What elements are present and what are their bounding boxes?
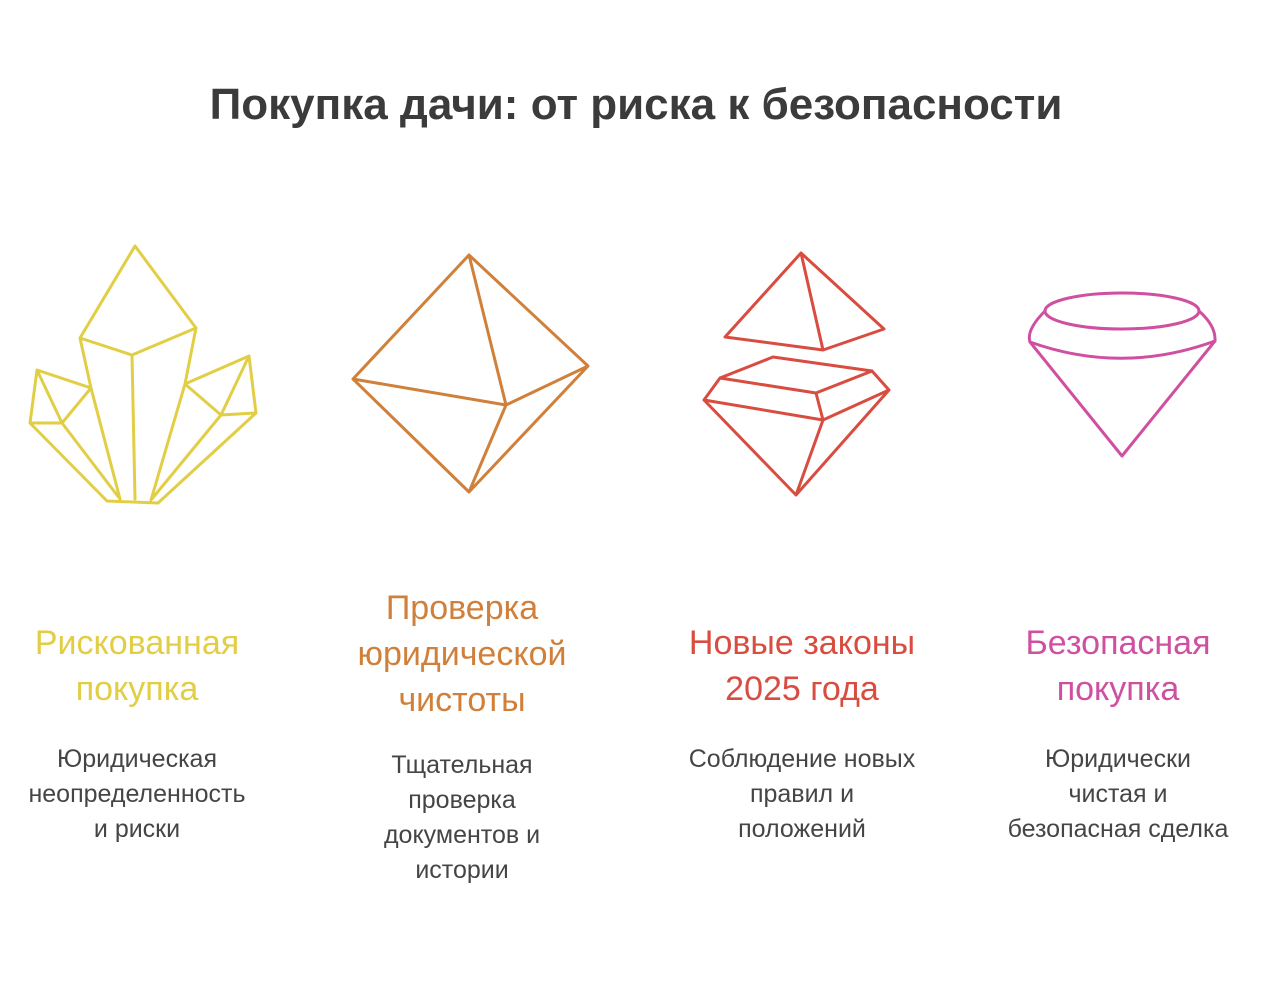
stage-description-line: и риски: [93, 815, 181, 843]
stage-description-line: проверка: [408, 786, 516, 814]
stage-description: Юридически чистая и безопасная сделка: [968, 742, 1268, 847]
stage-description: Юридическая неопределенность и риски: [0, 742, 287, 847]
diamond-icon: [1027, 291, 1217, 458]
stage-description-line: документов и: [383, 821, 541, 849]
stage-heading: Проверка юридической чистоты: [312, 585, 612, 723]
stage-description-line: чистая и: [1068, 780, 1168, 808]
stage-heading-line: Новые законы: [688, 624, 916, 662]
stage-description-line: Тщательная: [391, 751, 533, 779]
stage-description: Тщательная проверка документов и истории: [312, 748, 612, 888]
stage-description-line: безопасная сделка: [1007, 815, 1229, 843]
stage-description-line: положений: [738, 815, 866, 843]
stage-description-line: неопределенность: [28, 780, 246, 808]
stage-heading-line: чистоты: [398, 681, 526, 719]
stage-description: Соблюдение новых правил и положений: [652, 742, 952, 847]
stage-heading-line: покупка: [1056, 670, 1180, 708]
stage-heading: Безопасная покупка: [968, 620, 1268, 712]
stage-heading-line: юридической: [357, 635, 567, 673]
stage-heading-line: Рискованная: [34, 624, 240, 662]
stage-description-line: Юридическая: [56, 745, 218, 773]
page-title: Покупка дачи: от риска к безопасности: [209, 80, 1063, 129]
stage-heading: Новые законы 2025 года: [652, 620, 952, 712]
stage-heading: Рискованная покупка: [0, 620, 287, 712]
split-gem-icon: [702, 251, 891, 497]
stage-description-line: истории: [415, 856, 509, 884]
stage-heading-line: покупка: [75, 670, 199, 708]
stage-heading-line: 2025 года: [725, 670, 879, 708]
stage-description-line: Юридически: [1044, 745, 1191, 773]
stage-description-line: Соблюдение новых: [688, 745, 916, 773]
crystal-cluster-icon: [28, 244, 258, 505]
stage-heading-line: Проверка: [385, 589, 539, 627]
octahedron-icon: [351, 253, 590, 494]
stage-heading-line: Безопасная: [1025, 624, 1211, 662]
stage-description-line: правил и: [749, 780, 855, 808]
